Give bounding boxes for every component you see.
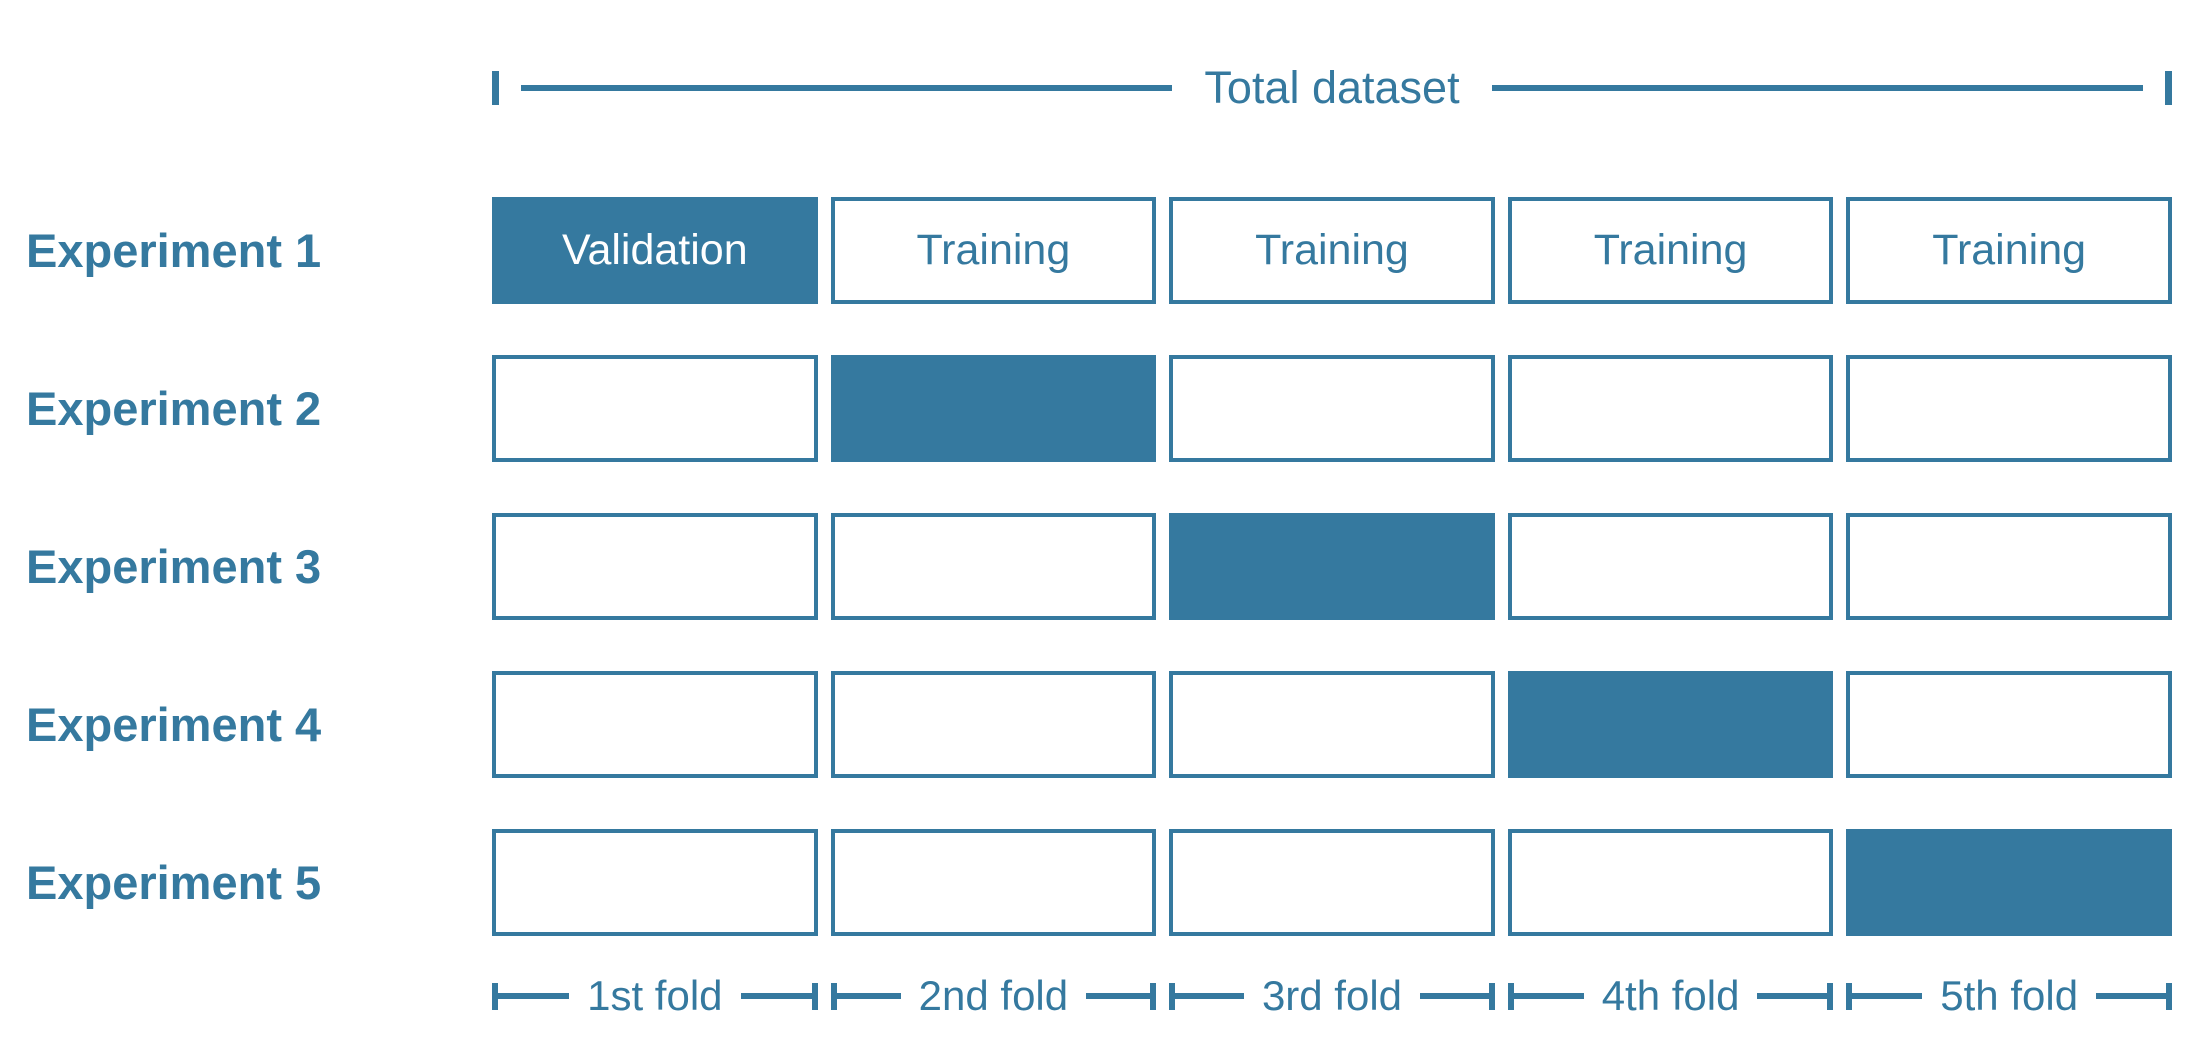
fold-cell [830,513,1157,620]
fold-cell: Training [1846,197,2172,304]
fold-cell: Training [830,197,1157,304]
bracket-left-tick-icon [492,71,499,105]
fold-cells: Validation Training Training Training Tr… [492,197,2172,304]
fold-label: 1st fold [587,972,723,1019]
total-dataset-label: Total dataset [1204,62,1460,113]
fold-cell [1507,671,1834,778]
fold-cell: Training [1507,197,1834,304]
fold-cell [492,829,818,936]
fold-cell: Validation [492,197,818,304]
bracket-right-tick-icon [2165,71,2173,105]
left-range-bracket-icon [1846,982,1923,1010]
fold-cell [1169,513,1495,620]
fold-cells [492,355,2172,462]
experiment-row-3: Experiment 3 [0,513,2172,620]
experiment-row-5: Experiment 5 [0,829,2172,936]
fold-range-2: 2nd fold [830,968,1157,1024]
fold-label: 2nd fold [918,972,1069,1019]
fold-axis: 1st fold 2nd fold 3rd fold 4th fold 5th … [492,968,2172,1024]
left-range-bracket-icon [1169,982,1244,1010]
experiments-grid: Experiment 1 Validation Training Trainin… [0,197,2172,987]
experiment-label: Experiment 1 [26,224,322,277]
experiment-row-1: Experiment 1 Validation Training Trainin… [0,197,2172,304]
right-range-bracket-icon [1757,982,1834,1010]
bracket-left-line [521,85,1173,91]
fold-cell [1169,671,1495,778]
fold-label: 3rd fold [1261,972,1403,1019]
right-range-bracket-icon [740,982,818,1010]
fold-cells [492,513,2172,620]
left-range-bracket-icon [492,982,570,1010]
experiment-label: Experiment 2 [26,382,322,435]
fold-cell [1507,829,1834,936]
left-range-bracket-icon [1507,982,1584,1010]
fold-cell [830,671,1157,778]
experiment-label: Experiment 4 [26,698,322,751]
fold-cell [1169,829,1495,936]
experiment-row-4: Experiment 4 [0,671,2172,778]
right-range-bracket-icon [2096,982,2172,1010]
fold-cell [1507,513,1834,620]
experiment-row-2: Experiment 2 [0,355,2172,462]
fold-range-3: 3rd fold [1169,968,1495,1024]
fold-range-1: 1st fold [492,968,818,1024]
fold-cells [492,671,2172,778]
fold-cells [492,829,2172,936]
fold-cell [1846,513,2172,620]
fold-cell [1846,355,2172,462]
left-range-bracket-icon [830,982,901,1010]
fold-range-5: 5th fold [1846,968,2172,1024]
right-range-bracket-icon [1420,982,1495,1010]
fold-cell [1846,829,2172,936]
fold-cell [1169,355,1495,462]
fold-cell [492,355,818,462]
fold-label: 5th fold [1940,972,2079,1019]
fold-cell [1507,355,1834,462]
experiment-label: Experiment 3 [26,540,322,593]
fold-cell [830,829,1157,936]
fold-label: 4th fold [1601,972,1740,1019]
fold-range-4: 4th fold [1507,968,1834,1024]
fold-cell [1846,671,2172,778]
right-range-bracket-icon [1086,982,1157,1010]
fold-cell [492,513,818,620]
fold-cell: Training [1169,197,1495,304]
bracket-right-line [1491,85,2144,91]
fold-cell [492,671,818,778]
fold-cell [830,355,1157,462]
total-dataset-bracket: Total dataset [492,62,2173,113]
experiment-label: Experiment 5 [26,856,322,909]
